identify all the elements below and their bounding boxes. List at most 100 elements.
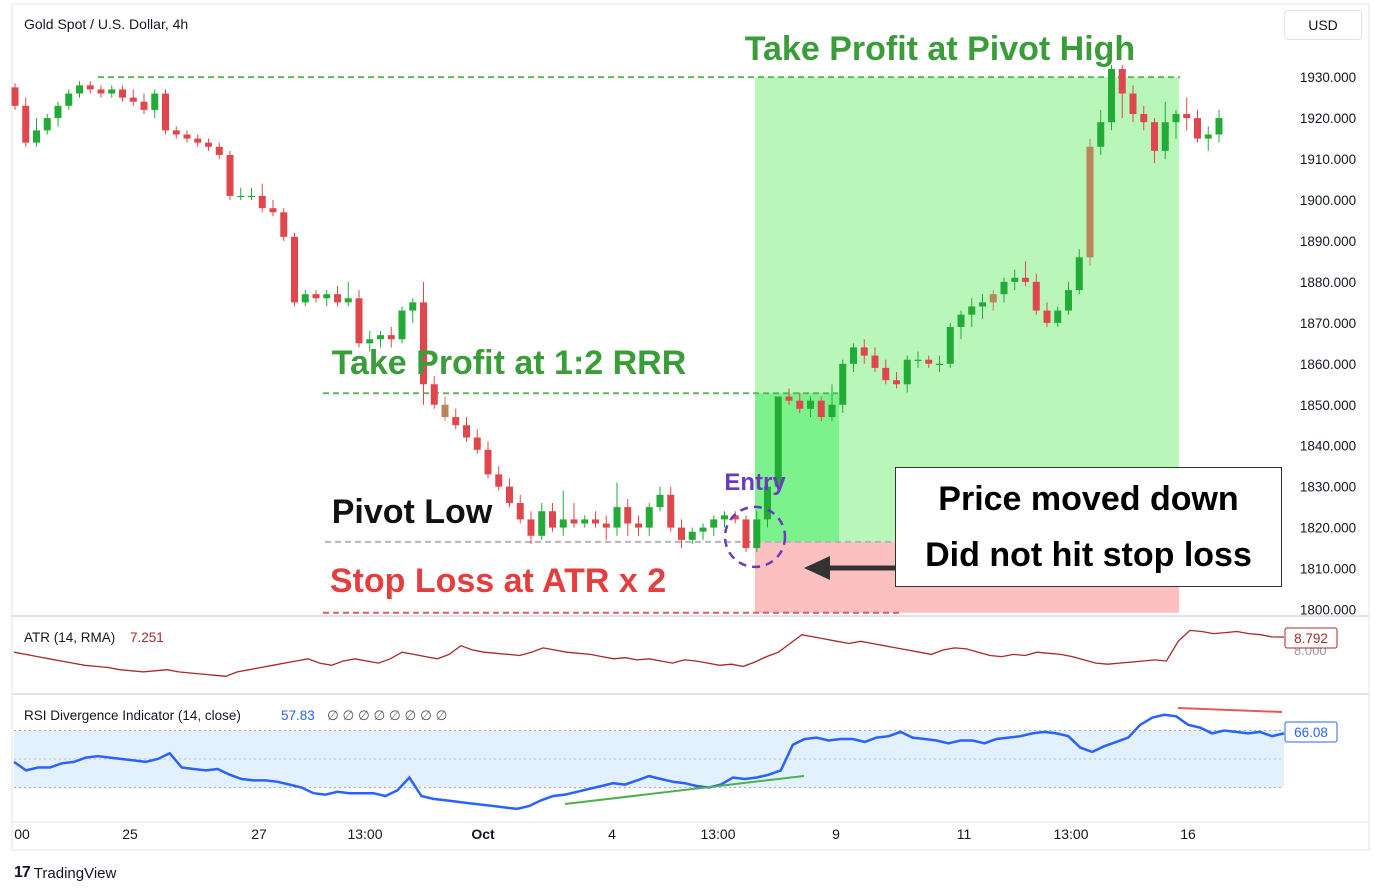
- candle-body: [538, 511, 546, 536]
- candle-body: [527, 519, 535, 536]
- price-tick-label: 1860.000: [1300, 357, 1356, 372]
- candle-body: [645, 507, 653, 528]
- entry-label: Entry: [724, 469, 786, 496]
- candle-body: [344, 298, 352, 303]
- candle-body: [946, 326, 954, 364]
- price-tick-label: 1850.000: [1300, 398, 1356, 413]
- candle-body: [914, 359, 922, 361]
- candle-body: [258, 195, 266, 209]
- candle-body: [559, 519, 567, 528]
- candle-body: [1097, 122, 1105, 147]
- candle-body: [807, 400, 814, 409]
- candle-body: [979, 302, 986, 307]
- candle-body: [473, 437, 481, 450]
- candle-body: [1022, 277, 1029, 282]
- candle-body: [269, 208, 277, 213]
- candle-body: [1194, 118, 1201, 139]
- rsi-placeholder-values: ∅ ∅ ∅ ∅ ∅ ∅ ∅ ∅: [327, 708, 448, 723]
- candle-body: [97, 89, 105, 94]
- candle-body: [667, 494, 675, 528]
- candle-body: [516, 503, 524, 520]
- candle-body: [860, 347, 868, 356]
- time-tick-label: 00: [14, 826, 30, 842]
- candle-body: [678, 527, 685, 540]
- candle-body: [183, 134, 191, 139]
- candle-body: [635, 523, 642, 528]
- candle-body: [151, 93, 159, 110]
- time-tick-label: 13:00: [700, 826, 735, 842]
- tradingview-logo[interactable]: 17 TradingView: [14, 864, 116, 882]
- rsi-line: [13, 713, 1285, 811]
- price-tick-label: 1830.000: [1300, 480, 1356, 495]
- candlestick-series: [11, 64, 1223, 553]
- take-profit-high-label: Take Profit at Pivot High: [745, 30, 1135, 68]
- candle-body: [33, 130, 40, 143]
- candle-body: [1183, 114, 1191, 119]
- candle-body: [968, 306, 976, 315]
- stop-loss-label: Stop Loss at ATR x 2: [330, 562, 666, 600]
- atr-value: 7.251: [130, 630, 164, 645]
- candle-body: [1118, 68, 1126, 94]
- candle-body: [699, 527, 707, 532]
- candle-body: [43, 118, 51, 131]
- candle-body: [1086, 146, 1094, 258]
- candle-body: [1204, 134, 1212, 139]
- time-tick-label: 13:00: [1053, 826, 1088, 842]
- candle-body: [1032, 281, 1040, 311]
- candle-body: [721, 515, 728, 520]
- candle-body: [248, 195, 255, 198]
- candle-body: [989, 294, 997, 303]
- pivot-low-label: Pivot Low: [332, 493, 493, 531]
- currency-button[interactable]: USD: [1284, 10, 1362, 40]
- candle-body: [1054, 310, 1062, 323]
- note-box: Price moved down Did not hit stop loss: [895, 467, 1282, 587]
- candle-body: [312, 294, 320, 299]
- time-tick-label: 11: [957, 826, 972, 842]
- trade-zones: [755, 77, 1179, 613]
- candle-body: [1011, 277, 1019, 282]
- candle-body: [549, 511, 556, 528]
- annotation-labels: Take Profit at Pivot High Take Profit at …: [330, 30, 1135, 600]
- candle-body: [119, 89, 126, 98]
- candle-body: [420, 302, 427, 385]
- candle-body: [430, 384, 438, 405]
- candle-body: [334, 294, 341, 303]
- candle-body: [1215, 118, 1223, 135]
- atr-line: [13, 629, 1285, 677]
- candle-body: [893, 380, 900, 385]
- candle-body: [796, 400, 804, 409]
- rsi-badge-value: 66.08: [1294, 725, 1328, 740]
- candle-body: [839, 363, 847, 405]
- price-levels: [98, 76, 1180, 614]
- candle-body: [903, 359, 911, 385]
- candle-body: [194, 138, 202, 143]
- candle-body: [463, 425, 470, 438]
- atr-badge: [1284, 627, 1338, 649]
- candle-body: [581, 519, 589, 524]
- candle-body: [86, 85, 94, 90]
- price-tick-label: 1820.000: [1300, 521, 1356, 536]
- price-tick-label: 1800.000: [1300, 603, 1356, 618]
- atr-badge-value: 8.792: [1294, 631, 1328, 646]
- price-tick-label: 1910.000: [1300, 152, 1356, 167]
- price-tick-label: 1880.000: [1300, 275, 1356, 290]
- candle-body: [323, 294, 331, 299]
- time-tick-label: 4: [608, 826, 616, 842]
- note-line-1: Price moved down: [938, 480, 1239, 518]
- arrow-head-icon: [804, 556, 830, 580]
- time-tick-label: 27: [251, 826, 267, 842]
- candle-body: [398, 310, 406, 340]
- candle-body: [828, 404, 836, 418]
- candle-body: [570, 519, 578, 524]
- candle-body: [377, 335, 384, 340]
- candle-body: [731, 515, 739, 520]
- candle-body: [237, 195, 245, 198]
- time-tick-label: 9: [832, 826, 840, 842]
- candle-body: [452, 417, 460, 426]
- time-tick-label: 25: [122, 826, 138, 842]
- candle-body: [882, 367, 890, 381]
- price-tick-label: 1930.000: [1300, 70, 1356, 85]
- rsi-pane: RSI Divergence Indicator (14, close) 57.8…: [13, 707, 1338, 811]
- candle-body: [925, 359, 933, 364]
